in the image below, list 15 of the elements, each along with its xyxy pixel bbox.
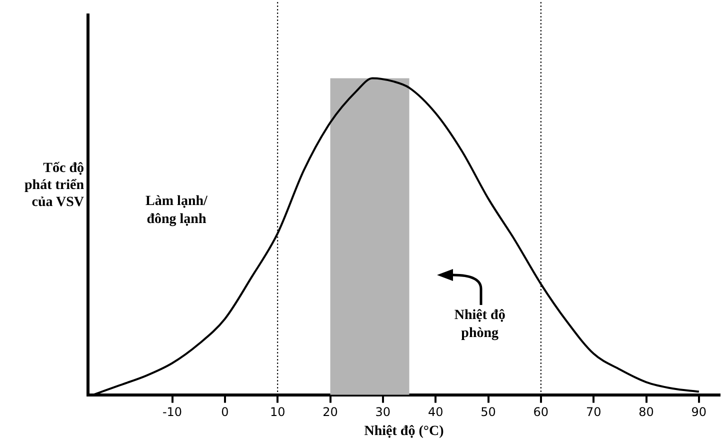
x-tick-label: -10 <box>162 405 182 420</box>
x-axis-title: Nhiệt độ (°C) <box>364 424 444 440</box>
y-axis-title: Tốc độ phát triển của VSV <box>24 160 84 211</box>
x-tick-label: 30 <box>375 405 391 420</box>
x-tick-label: 70 <box>586 405 602 420</box>
x-tick-label: 50 <box>480 405 496 420</box>
annotation: Nhiệt độ phòng <box>454 308 506 341</box>
x-tick-label: 10 <box>270 405 286 420</box>
annotation: Làm lạnh/ đông lạnh <box>146 194 209 227</box>
x-tick-label: 80 <box>638 405 654 420</box>
x-tick-label: 40 <box>428 405 444 420</box>
x-tick-label: 20 <box>322 405 338 420</box>
x-tick-label: 90 <box>691 405 707 420</box>
x-tick-label: 0 <box>221 405 229 420</box>
x-tick-label: 60 <box>533 405 549 420</box>
